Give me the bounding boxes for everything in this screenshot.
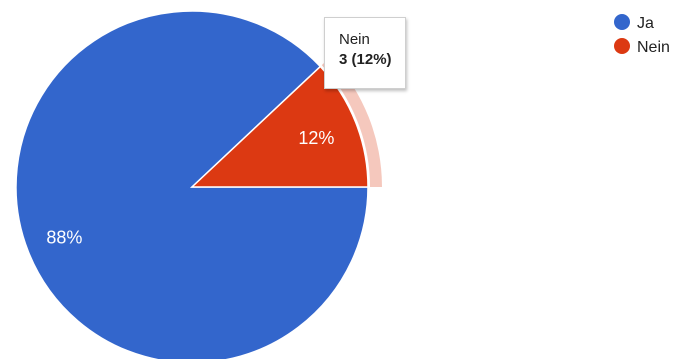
tooltip-category: Nein xyxy=(339,31,370,48)
legend: Ja Nein xyxy=(614,14,670,56)
slice-tooltip: Nein 3 (12%) xyxy=(324,17,406,89)
legend-swatch-nein[interactable] xyxy=(614,38,630,54)
legend-label-ja[interactable]: Ja xyxy=(637,15,654,32)
legend-swatch-ja[interactable] xyxy=(614,14,630,30)
slice-label-ja: 88% xyxy=(46,228,82,248)
pie-slices xyxy=(15,10,382,359)
slice-label-nein: 12% xyxy=(298,128,334,148)
tooltip-value: 3 (12%) xyxy=(339,51,392,68)
pie-slice-labels: 88% 12% xyxy=(46,128,334,248)
legend-label-nein[interactable]: Nein xyxy=(637,39,670,56)
pie-slice-ja[interactable] xyxy=(15,10,369,359)
